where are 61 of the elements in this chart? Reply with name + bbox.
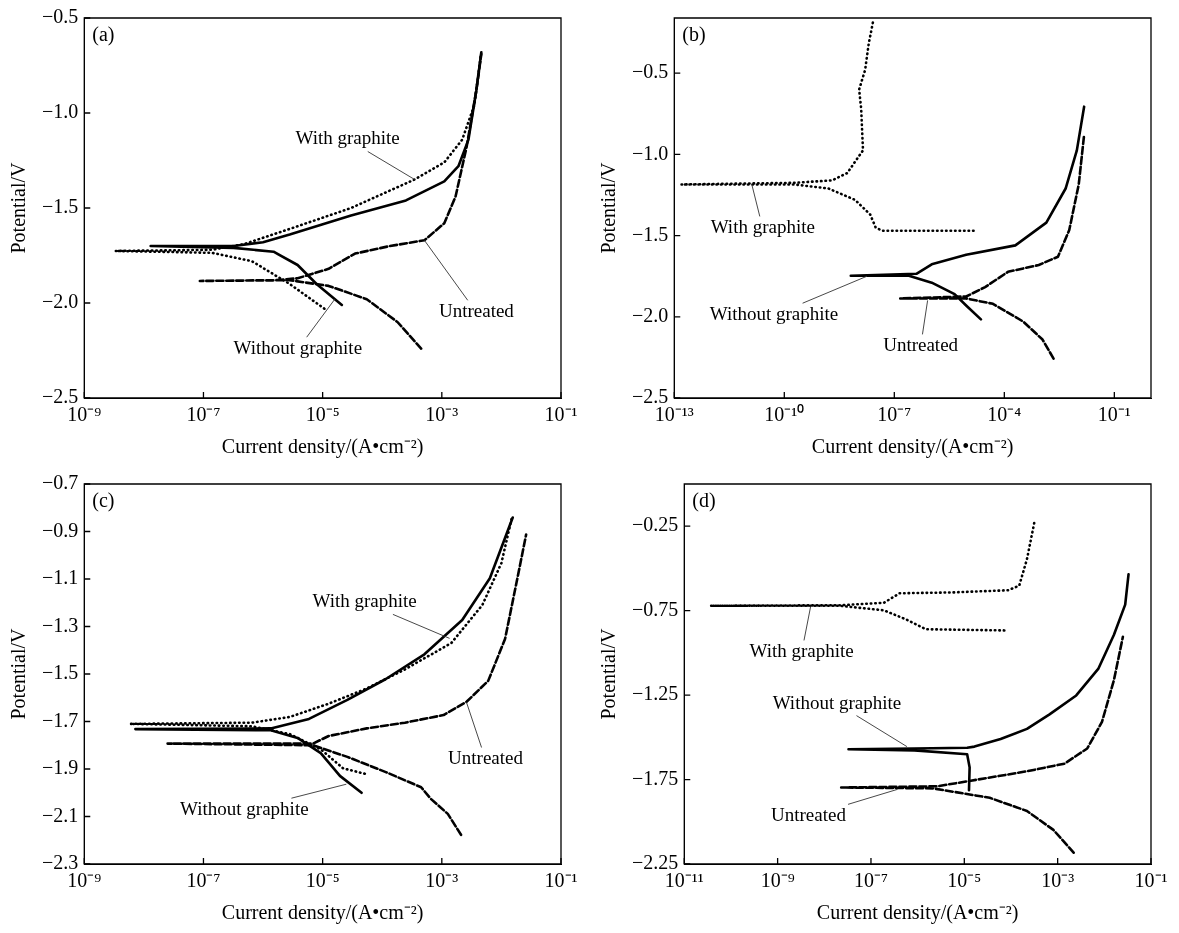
x-tick-label: 10⁻¹ [544,869,578,892]
y-tick-label: −1.5 [42,661,79,684]
x-axis-title: Current density/(A•cm⁻²) [221,435,424,459]
annotation: Untreated [448,747,524,769]
x-axis-title: Current density/(A•cm⁻²) [221,901,424,925]
annotation: Untreated [771,804,847,826]
x-tick-label: 10⁻⁷ [853,869,888,892]
x-tick-label: 10⁻⁷ [877,403,912,426]
y-axis-title: Potential/V [7,627,30,720]
y-tick-label: −2.0 [632,304,669,327]
y-tick-label: −1.0 [42,100,79,123]
x-tick-label: 10⁻⁷ [186,403,221,426]
y-tick-label: −1.7 [42,708,79,731]
annotation: Without graphite [772,691,902,713]
x-tick-label: 10⁻⁵ [305,869,340,892]
y-axis-title: Potential/V [597,161,620,254]
x-tick-label: 10⁻¹ [544,403,578,426]
annotation: Without graphite [180,798,309,820]
annotation: Without graphite [233,337,363,359]
chart-title: (a) [92,23,115,47]
x-tick-label: 10⁻³ [425,869,459,892]
chart-title: (c) [92,489,115,513]
y-tick-label: −1.25 [632,682,679,705]
y-tick-label: −0.9 [42,518,79,541]
y-tick-label: −1.1 [42,566,79,589]
y-tick-label: −0.25 [632,513,679,536]
x-axis-title: Current density/(A•cm⁻²) [811,435,1014,459]
annotation: Without graphite [709,303,839,325]
x-tick-label: 10⁻⁴ [987,403,1022,426]
x-tick-label: 10⁻³ [425,403,459,426]
annotation: With graphite [749,640,854,662]
y-tick-label: −0.5 [42,5,79,28]
annotation: Untreated [438,300,515,322]
chart-title: (b) [682,23,706,47]
annotation: Untreated [883,334,959,356]
x-tick-label: 10⁻¹⁰ [764,403,805,426]
y-tick-label: −1.9 [42,756,79,779]
y-axis-title: Potential/V [7,161,30,254]
x-tick-label: 10⁻³ [1041,869,1075,892]
x-axis-title: Current density/(A•cm⁻²) [816,901,1019,925]
x-tick-label: 10⁻⁷ [186,869,221,892]
annotation: With graphite [295,127,400,149]
y-tick-label: −0.5 [632,60,669,83]
x-tick-label: 10⁻⁹ [760,869,795,892]
x-tick-label: 10⁻⁵ [947,869,982,892]
y-tick-label: −1.5 [632,222,669,245]
y-tick-label: −2.1 [42,803,79,826]
y-tick-label: −1.3 [42,613,79,636]
annotation: With graphite [710,216,815,238]
chart-title: (d) [692,489,716,513]
x-tick-label: 10⁻¹ [1134,869,1168,892]
annotation: With graphite [312,590,417,612]
y-axis-title: Potential/V [597,627,620,720]
y-tick-label: −1.75 [632,766,679,789]
y-tick-label: −2.0 [42,290,79,313]
x-tick-label: 10⁻⁵ [305,403,340,426]
y-tick-label: −0.7 [42,471,79,494]
y-tick-label: −1.0 [632,141,669,164]
x-tick-label: 10⁻¹ [1097,403,1131,426]
y-tick-label: −0.75 [632,597,679,620]
y-tick-label: −1.5 [42,195,79,218]
